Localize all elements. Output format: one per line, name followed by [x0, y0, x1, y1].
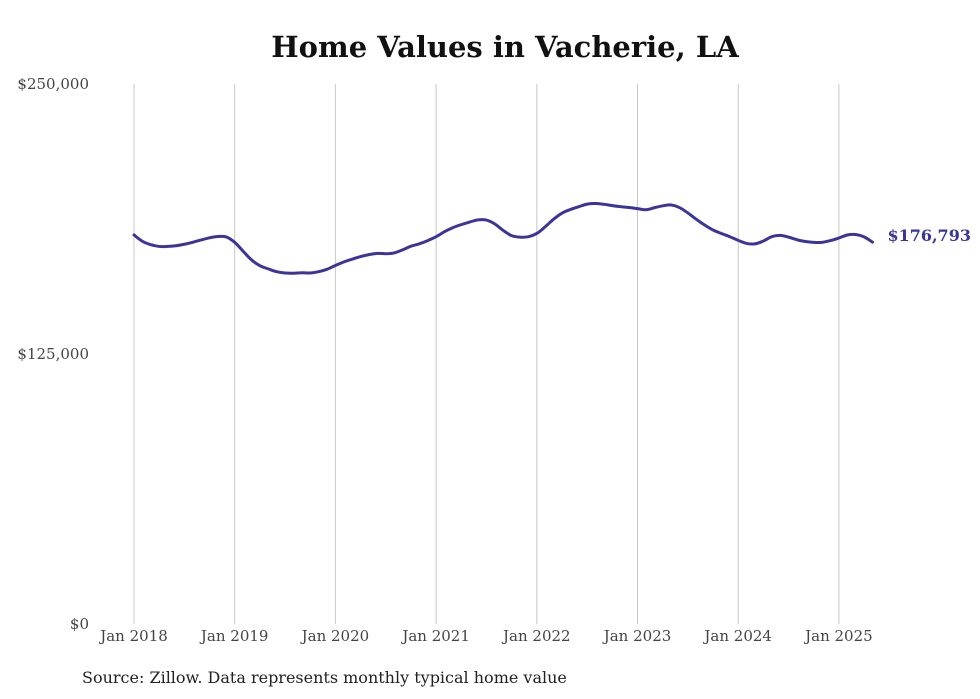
y-tick-label: $0: [70, 615, 89, 633]
x-tick-label: Jan 2018: [98, 627, 168, 645]
x-tick-label: Jan 2019: [199, 627, 269, 645]
chart-title: Home Values in Vacherie, LA: [271, 30, 739, 64]
x-tick-label: Jan 2025: [803, 627, 873, 645]
grid-lines: [133, 84, 840, 624]
x-tick-label: Jan 2020: [300, 627, 370, 645]
x-tick-label: Jan 2021: [400, 627, 470, 645]
y-axis-ticks: $0 $125,000 $250,000: [17, 75, 89, 633]
y-tick-label: $250,000: [17, 75, 89, 93]
x-tick-label: Jan 2024: [702, 627, 772, 645]
x-axis-ticks: Jan 2018 Jan 2019 Jan 2020 Jan 2021 Jan 2022…: [98, 627, 872, 645]
x-tick-label: Jan 2023: [602, 627, 672, 645]
x-tick-label: Jan 2022: [501, 627, 571, 645]
y-tick-label: $125,000: [17, 345, 89, 363]
source-note: Source: Zillow. Data represents monthly …: [82, 668, 567, 687]
latest-value-label: $176,793: [887, 226, 971, 245]
home-value-line: [132, 201, 874, 275]
